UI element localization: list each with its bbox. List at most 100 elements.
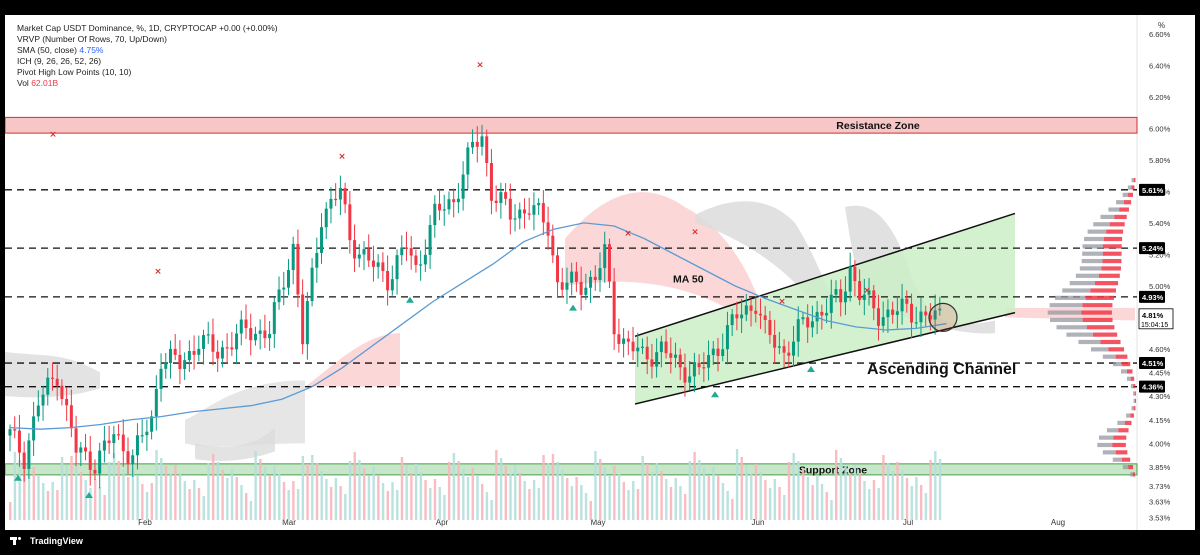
- candle: [456, 183, 460, 214]
- ichimoku-label: ICH (9, 26, 26, 52, 26): [17, 56, 102, 66]
- indicator-pivots[interactable]: Pivot High Low Points (10, 10): [17, 67, 131, 77]
- candle-body: [518, 209, 522, 219]
- volume-bar: [301, 456, 305, 520]
- volume-bar: [495, 450, 498, 520]
- candle: [938, 296, 942, 316]
- candle: [895, 296, 899, 329]
- volume-bar: [665, 479, 668, 520]
- volume-bar: [363, 468, 366, 520]
- volume-bar: [636, 489, 640, 520]
- candle: [225, 333, 229, 364]
- volume-profile-up: [1102, 258, 1122, 264]
- candle: [357, 243, 361, 268]
- symbol-title: Market Cap USDT Dominance, %, 1D, CRYPTO…: [17, 23, 278, 33]
- indicator-ichimoku[interactable]: ICH (9, 26, 26, 52, 26): [17, 56, 101, 66]
- candle-body: [296, 243, 300, 295]
- volume-bar: [542, 455, 545, 520]
- candle: [442, 194, 446, 226]
- candle: [343, 182, 347, 214]
- candle: [253, 326, 257, 346]
- tradingview-logo[interactable]: TradingView: [10, 536, 83, 546]
- candle: [409, 236, 413, 270]
- volume-bar: [565, 478, 569, 520]
- candle: [494, 185, 498, 212]
- level-badge: 4.93%: [1139, 290, 1165, 303]
- candle: [725, 311, 729, 365]
- indicator-vrvp[interactable]: VRVP (Number Of Rows, 70, Up/Down): [17, 34, 167, 44]
- candle-body: [41, 394, 45, 406]
- candle-body: [400, 247, 404, 256]
- candle-body: [551, 235, 555, 256]
- volume-bar: [386, 491, 389, 520]
- candle-body: [353, 240, 357, 259]
- candle: [126, 437, 130, 475]
- volume-bar: [561, 470, 564, 520]
- volume-bar: [13, 452, 17, 520]
- candle-body: [570, 271, 574, 283]
- volume-bar: [75, 464, 78, 520]
- candle: [112, 425, 116, 459]
- candle-body: [721, 349, 725, 356]
- candle: [707, 340, 711, 381]
- volume-bar: [160, 458, 163, 520]
- volume-profile-down: [1108, 207, 1120, 212]
- candle-body: [211, 334, 215, 352]
- candle-body: [607, 244, 611, 282]
- volume-profile-up: [1102, 251, 1122, 256]
- candle: [669, 337, 673, 374]
- candle-body: [324, 208, 328, 228]
- volume-bar: [627, 490, 630, 520]
- sma50-line: [9, 222, 947, 430]
- indicator-symbol[interactable]: Market Cap USDT Dominance, %, 1D, CRYPTO…: [17, 23, 278, 33]
- volume-profile-up: [1115, 354, 1128, 359]
- volume-bar: [660, 471, 663, 520]
- indicator-volume[interactable]: Vol 62.01B: [17, 78, 58, 88]
- volume-bar: [915, 477, 918, 520]
- last-price-countdown: 15:04:15: [1141, 322, 1168, 329]
- volume-profile-down: [1069, 281, 1095, 286]
- volume-profile-up: [1134, 391, 1136, 396]
- volume-bar: [528, 489, 531, 520]
- volume-bar: [622, 482, 625, 520]
- resistance-zone-label: Resistance Zone: [836, 120, 920, 132]
- candle-body: [216, 351, 220, 359]
- volume-bar: [518, 473, 522, 520]
- volume-profile-down: [1079, 266, 1102, 271]
- y-tick-label: 3.73%: [1149, 482, 1171, 491]
- candle-body: [924, 311, 928, 316]
- pivot-high-marker: ×: [863, 286, 871, 296]
- volume-bars: [9, 449, 942, 520]
- indicator-sma[interactable]: SMA (50, close) 4.75%: [17, 45, 103, 55]
- volume-label: Vol: [17, 78, 29, 88]
- candle: [88, 435, 92, 486]
- volume-profile-down: [1102, 354, 1116, 359]
- price-chart[interactable]: %6.60%6.40%6.20%6.00%5.80%5.60%5.40%5.20…: [5, 15, 1195, 530]
- volume-bar: [254, 451, 257, 520]
- candle-body: [881, 317, 885, 326]
- candle: [910, 293, 914, 339]
- candle-body: [55, 378, 59, 386]
- candle: [541, 190, 545, 236]
- candle: [461, 161, 465, 211]
- candle: [220, 340, 224, 368]
- candle: [716, 337, 720, 372]
- candle: [296, 229, 300, 308]
- candle: [447, 191, 451, 215]
- volume-bar: [216, 462, 220, 520]
- volume-bar: [608, 475, 611, 520]
- volume-bar: [698, 460, 701, 520]
- candle-body: [485, 136, 489, 164]
- candle: [532, 192, 536, 231]
- volume-profile-down: [1082, 244, 1103, 249]
- volume-profile-up: [1128, 464, 1134, 470]
- volume-profile-down: [1090, 347, 1109, 352]
- candle: [655, 338, 659, 378]
- candle: [574, 261, 578, 292]
- pivot-low-marker: [85, 492, 93, 499]
- volume-bar: [726, 491, 729, 520]
- candle: [135, 423, 139, 470]
- volume-bar: [131, 468, 135, 520]
- candle: [867, 278, 871, 306]
- candle-body: [348, 204, 352, 241]
- candle-body: [612, 281, 616, 335]
